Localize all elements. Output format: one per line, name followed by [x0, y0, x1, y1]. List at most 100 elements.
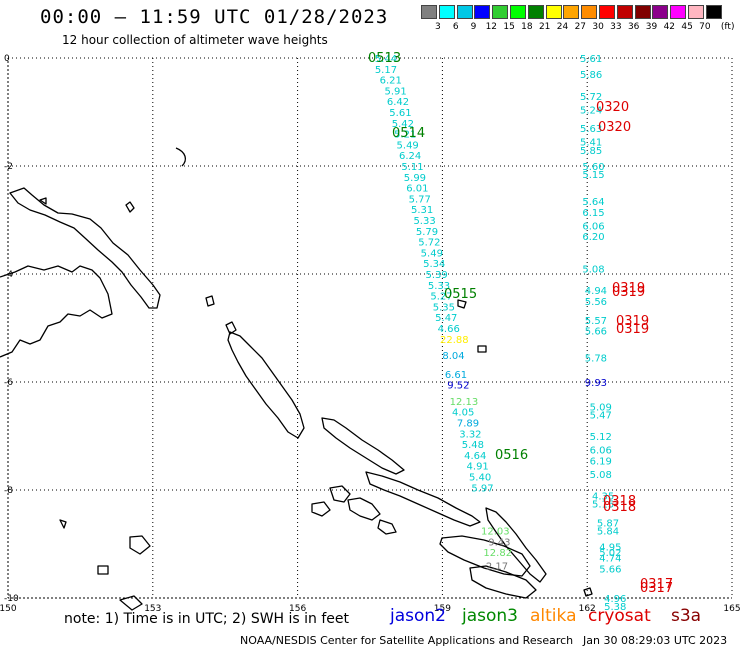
- legend-swatch: [599, 5, 615, 19]
- wave-height-label: 8.04: [442, 351, 464, 362]
- legend-swatch: [545, 5, 562, 19]
- wave-height-label: 5.66: [585, 327, 607, 338]
- coastline-santa-isabel: [365, 471, 481, 527]
- wave-height-label: 6.24: [399, 151, 421, 162]
- coastline-makira: [469, 565, 537, 599]
- legend-swatch: [705, 5, 722, 19]
- coastline-islet: [119, 595, 143, 611]
- legend-label: 24: [556, 22, 569, 32]
- wave-height-label: 5.40: [469, 473, 491, 484]
- wave-height-label: 5.42: [392, 119, 414, 130]
- wave-height-label: 5.84: [597, 527, 619, 538]
- wave-height-label: 12.82: [483, 548, 512, 559]
- wave-height-label: 4.66: [438, 324, 460, 335]
- wave-height-label: 6.21: [380, 76, 402, 87]
- wave-height-label: 5.97: [471, 483, 493, 494]
- wave-height-label: 5.49: [421, 248, 443, 259]
- legend-swatch: [438, 5, 455, 19]
- coastline-choiseul: [321, 417, 405, 475]
- coastline-new-britain: [0, 265, 113, 358]
- legend-label: 42: [663, 22, 676, 32]
- x-tick-label: 159: [434, 604, 451, 614]
- wave-height-label: 5.08: [582, 265, 604, 276]
- wave-height-label: 5.61: [389, 108, 411, 119]
- legend-label: 12: [485, 22, 498, 32]
- wave-height-label: 5.33: [413, 216, 435, 227]
- coastline-guadalcanal: [439, 535, 531, 577]
- pass-label: 0320: [596, 100, 629, 115]
- wave-height-label: 5.87: [597, 518, 619, 529]
- pass-label: 0320: [598, 120, 631, 135]
- legend-label: 70: [699, 22, 711, 32]
- legend-label: 36: [627, 22, 640, 32]
- legend-label: 9: [470, 22, 477, 32]
- wave-height-label: 5.24: [580, 105, 602, 116]
- wave-height-label: 5.99: [404, 173, 426, 184]
- wave-height-label: 5.21: [394, 130, 416, 141]
- wave-height-label: 5.72: [580, 92, 602, 103]
- coastline-islet: [457, 299, 467, 309]
- wave-height-label: 6.20: [582, 232, 604, 243]
- wave-height-label: 4.96: [604, 594, 626, 605]
- coastline: [0, 147, 593, 611]
- map-title: 00:00 – 11:59 UTC 01/28/2023: [40, 6, 389, 28]
- wave-height-label: 5.11: [401, 162, 423, 173]
- wave-height-label: 5.66: [599, 564, 621, 575]
- x-tick-label: 165: [723, 604, 740, 614]
- x-tick-label: 153: [144, 604, 161, 614]
- legend-swatch: [510, 5, 526, 19]
- wave-height-label: 4.95: [599, 543, 621, 554]
- coastline-new-ireland: [9, 187, 161, 309]
- satellite-name: altika: [530, 606, 577, 626]
- legend-swatch: [652, 5, 669, 19]
- wave-height-label: 5.72: [418, 238, 440, 249]
- legend-label: 3: [435, 22, 441, 32]
- legend-swatch: [634, 5, 651, 19]
- wave-height-label: 7.89: [457, 419, 479, 430]
- y-tick-label: -10: [4, 594, 19, 604]
- wave-height-label: 6.15: [582, 208, 604, 219]
- wave-height-label: 5.91: [384, 86, 406, 97]
- legend-swatch: [563, 5, 580, 19]
- wave-height-label: 5.17: [375, 65, 397, 76]
- coastline-islet: [175, 147, 187, 167]
- wave-height-label: 5.09: [590, 402, 612, 413]
- legend-swatch: [492, 5, 509, 19]
- wave-height-label: 5.39: [426, 270, 448, 281]
- legend-swatch: [456, 5, 473, 19]
- coastline-islet: [205, 295, 215, 307]
- x-tick-label: 156: [289, 604, 306, 614]
- y-tick-label: -2: [4, 162, 13, 172]
- wave-height-label: 4.05: [452, 408, 474, 419]
- y-tick-label: 0: [4, 54, 10, 64]
- satellite-name: jason3: [462, 606, 518, 626]
- wave-height-label: 4.74: [599, 554, 621, 565]
- wave-height-label: 2.17: [486, 562, 508, 573]
- pass-label: 0318: [603, 494, 636, 509]
- satellite-name: cryosat: [588, 606, 651, 626]
- legend-label: 33: [610, 22, 622, 32]
- pass-label: 0516: [495, 448, 528, 463]
- wave-height-label: 5.08: [590, 470, 612, 481]
- wave-height-label: 5.78: [585, 354, 607, 365]
- coastline-islet: [97, 565, 109, 575]
- wave-height-label: 5.34: [423, 259, 445, 270]
- y-tick-label: -8: [4, 486, 13, 496]
- legend-label: 21: [538, 22, 551, 32]
- wave-height-label: 5.86: [580, 70, 602, 81]
- pass-label: 0514: [392, 126, 425, 141]
- wave-height-label: 5.61: [580, 54, 602, 65]
- legend-label: 30: [592, 22, 604, 32]
- legend-label: 6: [452, 22, 459, 32]
- wave-height-label: 5.38: [604, 602, 626, 613]
- wave-height-label: 9.43: [488, 537, 510, 548]
- wave-height-label: 5.27: [430, 292, 452, 303]
- wave-height-label: 5.47: [435, 313, 457, 324]
- footer-date: Jan 30 08:29:03 UTC 2023: [583, 634, 728, 647]
- wave-height-label: 5.02: [599, 548, 621, 559]
- legend-label: 39: [645, 22, 658, 32]
- wave-height-label: 9.52: [447, 381, 469, 392]
- legend-swatch: [581, 5, 598, 19]
- pass-label: 0317: [640, 577, 673, 592]
